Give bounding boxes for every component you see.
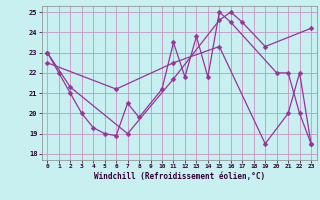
X-axis label: Windchill (Refroidissement éolien,°C): Windchill (Refroidissement éolien,°C) — [94, 172, 265, 181]
